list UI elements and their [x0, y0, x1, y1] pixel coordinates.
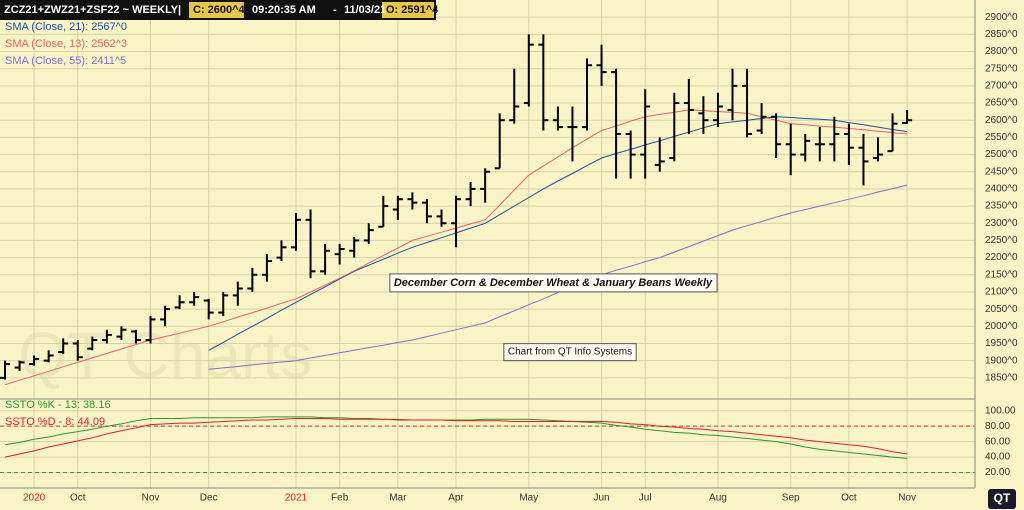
legend-entry: SMA (Close, 13): 2562^3 [5, 38, 127, 50]
annotation-box [503, 343, 637, 362]
y-tick-label: 2850^0 [985, 29, 1018, 40]
header-box [189, 2, 244, 18]
y-tick-label: 1850^0 [985, 372, 1018, 383]
y-tick-label: 2900^0 [985, 12, 1018, 23]
header-symbol: ZCZ21+ZWZ21+ZSF22 ~ WEEKLY [4, 4, 179, 16]
logo: QT [994, 491, 1011, 505]
x-tick-label: Nov [898, 493, 916, 504]
legend-entry: SMA (Close, 21): 2567^0 [5, 21, 127, 33]
y-tick-label: 2200^0 [985, 252, 1018, 263]
y-tick-label: 2450^0 [985, 166, 1018, 177]
header-open: O: 2591^4 [386, 4, 439, 16]
line-series [208, 184, 908, 370]
line-series [4, 418, 908, 458]
x-tick-label: Oct [70, 493, 86, 504]
watermark: QT Charts [18, 319, 312, 391]
y-tick-label: 2000^0 [985, 321, 1018, 332]
x-tick-label: Sep [782, 493, 800, 504]
y-tick-label: 2550^0 [985, 132, 1018, 143]
y-tick-label: 2150^0 [985, 269, 1018, 280]
y-tick-label: 2350^0 [985, 201, 1018, 212]
y-tick-label: 2800^0 [985, 46, 1018, 57]
x-tick-label: May [519, 493, 538, 504]
y-tick-label: 100.00 [985, 405, 1016, 416]
x-tick-label: Aug [709, 493, 727, 504]
x-tick-label: Oct [841, 493, 857, 504]
x-tick-label: 2020 [23, 493, 46, 504]
y-tick-label: 2700^0 [985, 81, 1018, 92]
logo-box [988, 489, 1016, 509]
y-tick-label: 60.00 [985, 436, 1010, 447]
y-tick-label: 2650^0 [985, 98, 1018, 109]
y-tick-label: 20.00 [985, 467, 1010, 478]
x-tick-label: 2021 [285, 493, 308, 504]
annotation-box [389, 273, 718, 293]
annotation: Chart from QT Info Systems [508, 347, 632, 358]
x-tick-label: Apr [448, 493, 464, 504]
y-tick-label: 2250^0 [985, 235, 1018, 246]
y-tick-label: 80.00 [985, 421, 1010, 432]
header-separator: | [178, 4, 181, 16]
legend-entry: SMA (Close, 55): 2411^5 [5, 55, 126, 67]
y-tick-label: 1900^0 [985, 355, 1018, 366]
y-tick-label: 40.00 [985, 452, 1010, 463]
legend-entry: SSTO %D - 8: 44.09 [5, 416, 105, 428]
line-series [4, 416, 908, 459]
header-time: 09:20:35 AM [252, 4, 316, 16]
header-separator: - [333, 4, 337, 16]
x-tick-label: Jun [593, 493, 609, 504]
x-tick-label: Nov [142, 493, 160, 504]
y-tick-label: 2050^0 [985, 304, 1018, 315]
header-close: C: 2600^4 [193, 4, 246, 16]
x-tick-label: Jul [639, 493, 652, 504]
y-tick-label: 2400^0 [985, 184, 1018, 195]
x-tick-label: Dec [200, 493, 218, 504]
legend-entry: SSTO %K - 13: 38.16 [5, 399, 111, 411]
y-tick-label: 2600^0 [985, 115, 1018, 126]
y-tick-label: 2750^0 [985, 63, 1018, 74]
y-tick-label: 2300^0 [985, 218, 1018, 229]
line-series [208, 116, 908, 351]
x-tick-label: Mar [389, 493, 407, 504]
x-tick-label: Feb [331, 493, 349, 504]
y-tick-label: 2500^0 [985, 149, 1018, 160]
y-tick-label: 1950^0 [985, 338, 1018, 349]
header-date: 11/03/21 [344, 4, 386, 16]
y-tick-label: 2100^0 [985, 287, 1018, 298]
header-box [382, 2, 434, 18]
annotation: December Corn & December Wheat & January… [394, 277, 713, 289]
